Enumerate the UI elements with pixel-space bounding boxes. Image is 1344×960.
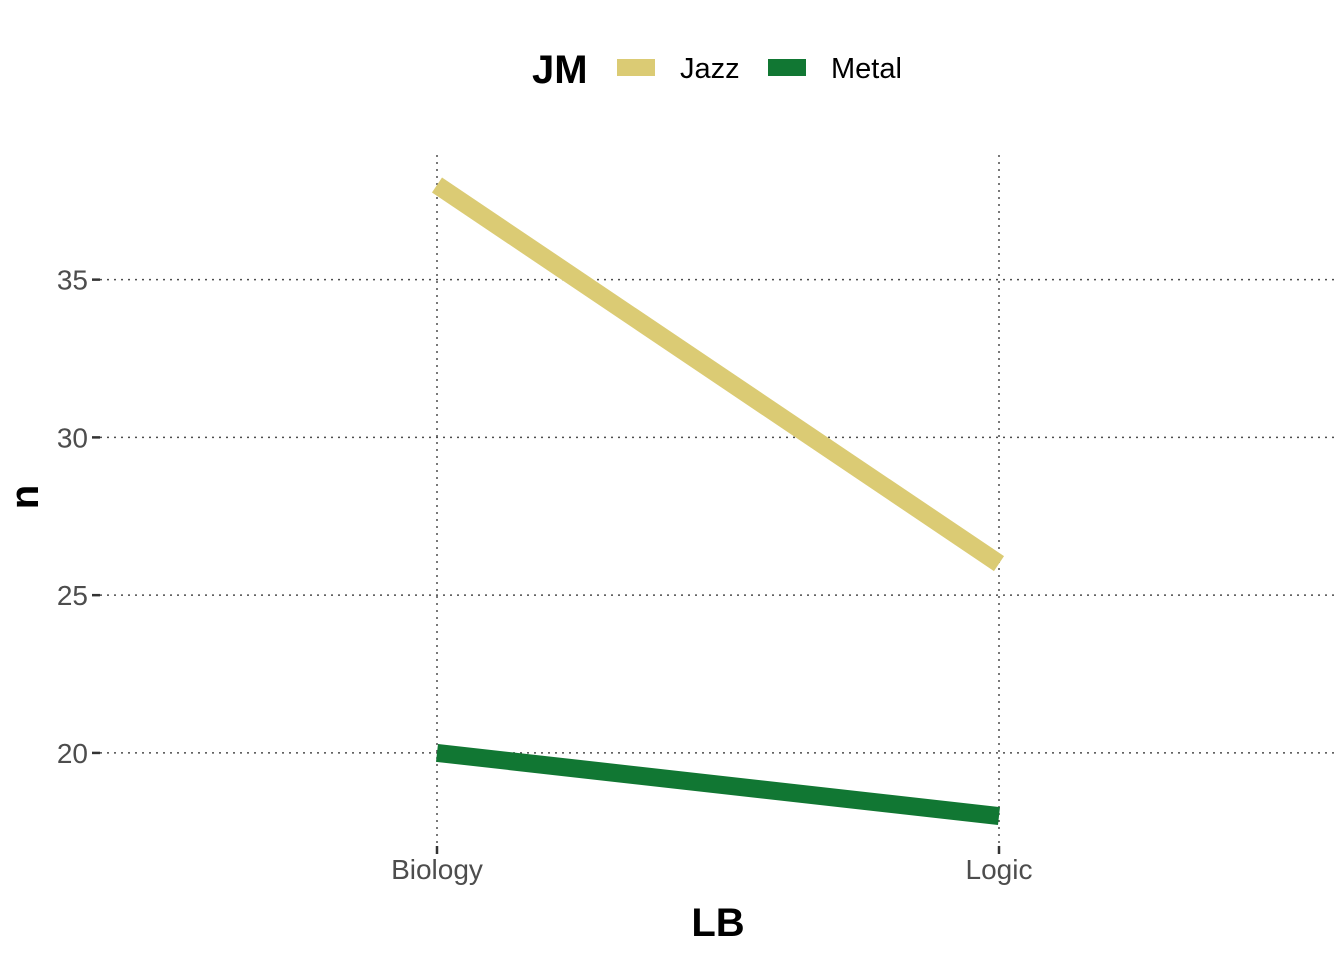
- x-tick-label: Biology: [391, 854, 483, 885]
- x-axis-title: LB: [691, 901, 744, 945]
- legend: JM Jazz Metal: [532, 48, 902, 92]
- legend-title: JM: [532, 48, 588, 92]
- grid-lines: [100, 155, 1336, 846]
- legend-label-metal: Metal: [831, 53, 902, 85]
- y-tick-label: 30: [57, 422, 88, 453]
- series-line-jazz: [431, 177, 1005, 572]
- legend-label-jazz: Jazz: [680, 53, 740, 85]
- y-tick-label: 25: [57, 580, 88, 611]
- y-tick-label: 35: [57, 265, 88, 296]
- series-lines: [431, 177, 1005, 825]
- x-tick-label: Logic: [966, 854, 1033, 885]
- series-line-metal: [435, 743, 1001, 825]
- legend-key-metal: [768, 59, 806, 76]
- axis-ticks: 20 25 30 35 Biology Logic: [57, 265, 1033, 885]
- legend-items: Jazz Metal: [617, 53, 902, 85]
- y-tick-label: 20: [57, 738, 88, 769]
- legend-key-jazz: [617, 59, 655, 76]
- y-axis-title: n: [3, 485, 47, 509]
